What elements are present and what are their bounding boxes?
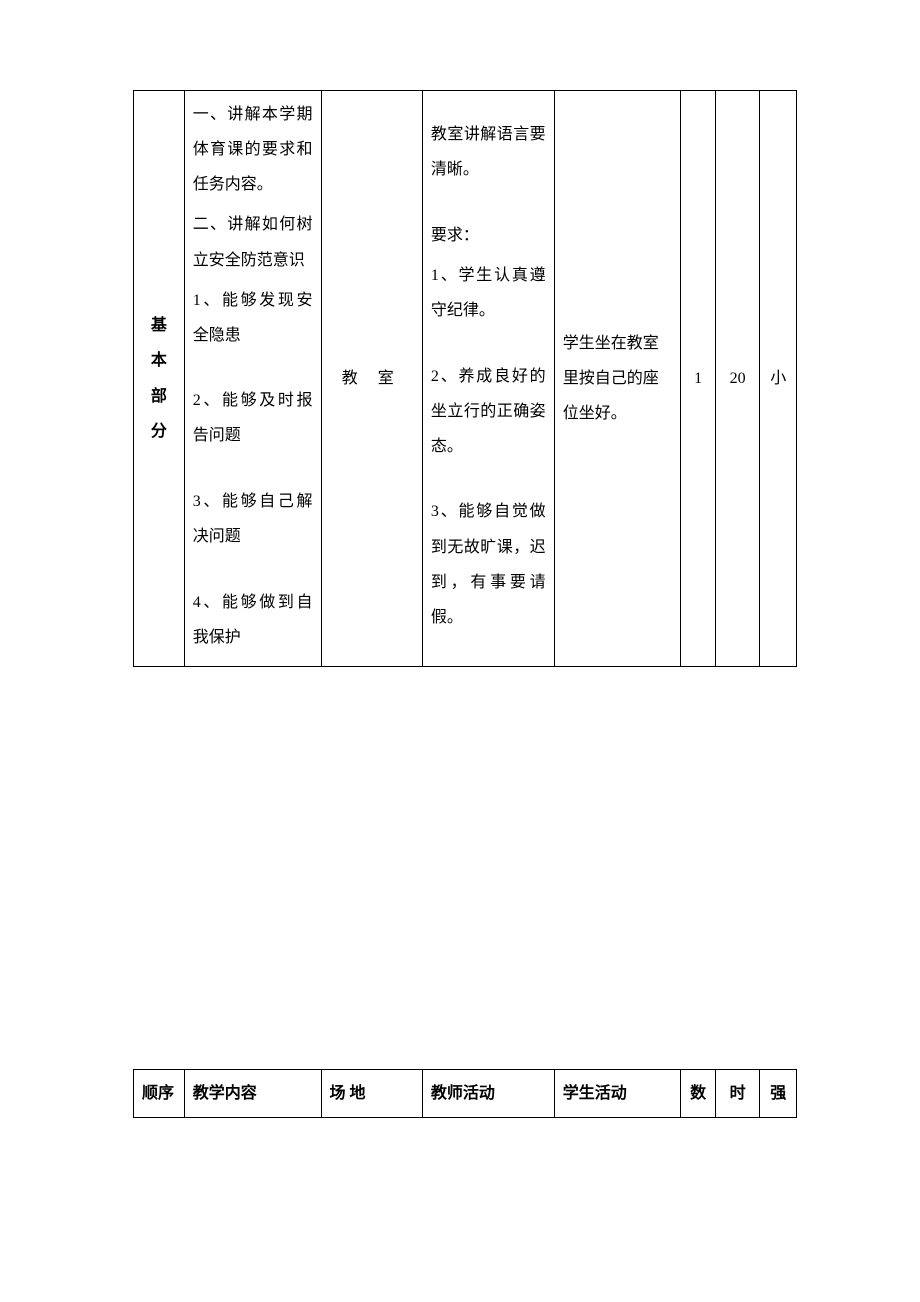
teacher-line: 2、养成良好的坐立行的正确姿态。 [431, 359, 546, 465]
teaching-content-cell: 一、讲解本学期体育课的要求和任务内容。 二、讲解如何树立安全防范意识 1、能够发… [184, 91, 321, 667]
content-line: 4、能够做到自我保护 [193, 585, 313, 655]
intensity-cell: 小 [760, 91, 797, 667]
header-order: 顺序 [134, 1070, 185, 1118]
header-intensity-text: 强 [770, 1085, 786, 1102]
table-row: 基 本 部 分 一、讲解本学期体育课的要求和任务内容。 二、讲解如何树立安全防范… [134, 91, 797, 667]
header-student: 学生活动 [554, 1070, 681, 1118]
venue-text: 教 室 [342, 370, 402, 387]
venue-cell: 教 室 [321, 91, 422, 667]
header-teacher-text: 教师活动 [431, 1085, 495, 1102]
count-value: 1 [694, 370, 702, 387]
header-count-text: 数 [690, 1085, 706, 1102]
order-char-2: 本 [142, 343, 176, 378]
header-content-text: 教学内容 [193, 1085, 257, 1102]
teacher-spacer [431, 469, 546, 495]
content-line: 一、讲解本学期体育课的要求和任务内容。 [193, 97, 313, 203]
teacher-activity-cell: 教室讲解语言要清晰。 要求： 1、学生认真遵守纪律。 2、养成良好的坐立行的正确… [422, 91, 554, 667]
header-order-text: 顺序 [142, 1085, 174, 1102]
intensity-value: 小 [770, 370, 786, 387]
student-text: 学生坐在教室里按自己的座位坐好。 [563, 335, 659, 422]
content-line: 3、能够自己解决问题 [193, 484, 313, 554]
header-count: 数 [681, 1070, 715, 1118]
teacher-line: 3、能够自觉做到无故旷课，迟到，有事要请假。 [431, 494, 546, 635]
teacher-spacer [431, 333, 546, 359]
lesson-table-header: 顺序 教学内容 场 地 教师活动 学生活动 数 时 强 [133, 1069, 797, 1118]
lesson-table-body: 基 本 部 分 一、讲解本学期体育课的要求和任务内容。 二、讲解如何树立安全防范… [133, 90, 797, 667]
header-venue: 场 地 [321, 1070, 422, 1118]
content-line: 1、能够发现安全隐患 [193, 283, 313, 353]
section-order-cell: 基 本 部 分 [134, 91, 185, 667]
time-cell: 20 [715, 91, 760, 667]
content-line: 2、能够及时报告问题 [193, 383, 313, 453]
teacher-spacer [431, 192, 546, 218]
student-activity-cell: 学生坐在教室里按自己的座位坐好。 [554, 91, 681, 667]
header-time-text: 时 [730, 1085, 746, 1102]
content-spacer [193, 559, 313, 585]
header-venue-text: 场 地 [330, 1085, 366, 1102]
order-char-4: 分 [142, 414, 176, 449]
content-spacer [193, 358, 313, 384]
order-char-1: 基 [142, 308, 176, 343]
header-teacher: 教师活动 [422, 1070, 554, 1118]
order-char-3: 部 [142, 379, 176, 414]
content-line: 二、讲解如何树立安全防范意识 [193, 207, 313, 277]
teacher-line: 教室讲解语言要清晰。 [431, 117, 546, 187]
count-cell: 1 [681, 91, 715, 667]
header-student-text: 学生活动 [563, 1085, 627, 1102]
header-time: 时 [715, 1070, 760, 1118]
teacher-line: 1、学生认真遵守纪律。 [431, 258, 546, 328]
header-row: 顺序 教学内容 场 地 教师活动 学生活动 数 时 强 [134, 1070, 797, 1118]
header-content: 教学内容 [184, 1070, 321, 1118]
teacher-line: 要求： [431, 218, 546, 253]
header-intensity: 强 [760, 1070, 797, 1118]
time-value: 20 [730, 370, 746, 387]
content-spacer [193, 458, 313, 484]
